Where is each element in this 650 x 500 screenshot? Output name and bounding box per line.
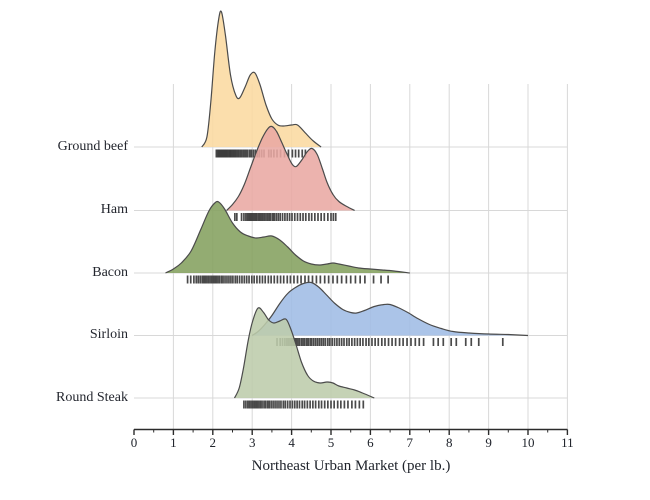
density-curve-ground-beef xyxy=(201,10,322,148)
x-tick-label: 8 xyxy=(445,435,453,450)
rug-marks-sirloin xyxy=(276,338,504,346)
x-tick-label: 3 xyxy=(248,435,256,450)
category-label: Ham xyxy=(100,202,128,217)
x-tick-label: 7 xyxy=(406,435,414,450)
x-tick-label: 5 xyxy=(327,435,335,450)
density-curve-round-steak xyxy=(233,307,375,399)
x-tick-label: 9 xyxy=(485,435,492,450)
rug-marks-ham xyxy=(234,213,337,221)
rug-marks-round-steak xyxy=(243,400,365,409)
rug-marks-bacon xyxy=(186,275,389,284)
density-curve-sirloin xyxy=(251,281,529,337)
x-tick-label: 6 xyxy=(367,435,374,450)
x-tick-label: 1 xyxy=(170,435,177,450)
category-label: Sirloin xyxy=(89,327,128,342)
x-tick-label: 2 xyxy=(209,435,217,450)
density-curve-ham xyxy=(226,125,355,212)
category-label: Bacon xyxy=(92,265,128,280)
x-tick-label: 10 xyxy=(521,435,535,450)
x-axis-title: Northeast Urban Market (per lb.) xyxy=(251,458,451,474)
x-axis xyxy=(133,428,569,435)
category-label: Round Steak xyxy=(56,390,128,405)
category-label: Ground beef xyxy=(57,139,128,154)
x-tick-label: 4 xyxy=(288,435,295,450)
density-curve-bacon xyxy=(165,200,410,274)
x-tick-label: 0 xyxy=(130,435,138,450)
x-tick-label: 11 xyxy=(561,435,574,450)
